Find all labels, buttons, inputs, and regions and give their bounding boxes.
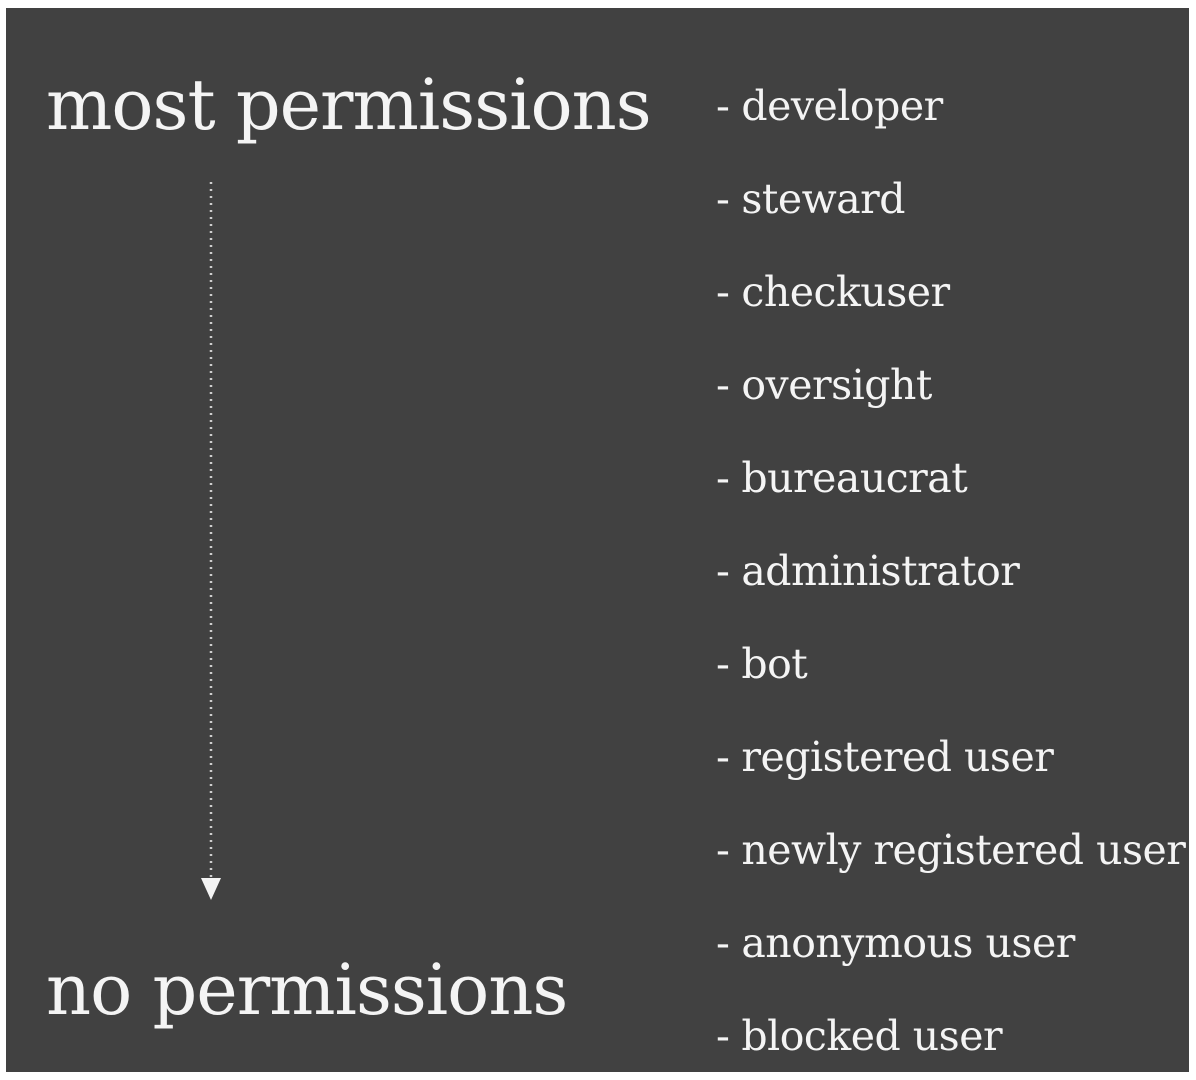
bullet-dash: - xyxy=(716,82,730,130)
arrow-head xyxy=(201,878,221,900)
role-label: newly registered user xyxy=(741,826,1186,874)
no-permissions-label: no permissions xyxy=(46,949,568,1031)
down-arrow-icon xyxy=(201,182,221,900)
bullet-dash: - xyxy=(716,268,730,316)
role-list: - developer - steward - checkuser - oversigh… xyxy=(716,60,1186,1072)
role-label: steward xyxy=(741,175,906,223)
role-item-anonymous-user: - anonymous user xyxy=(716,897,1185,990)
bullet-dash: - xyxy=(716,826,730,874)
role-label: bureaucrat xyxy=(741,454,968,502)
bullet-dash: - xyxy=(716,640,730,688)
role-label: blocked user xyxy=(741,1012,1003,1060)
bullet-dash: - xyxy=(716,175,730,223)
role-item-registered-user: - registered user xyxy=(716,711,1185,804)
role-label: bot xyxy=(741,640,808,688)
role-item-oversight: - oversight xyxy=(716,339,1185,432)
role-label: registered user xyxy=(741,733,1054,781)
bullet-dash: - xyxy=(716,361,730,409)
bullet-dash: - xyxy=(716,547,730,595)
role-item-administrator: - administrator xyxy=(716,525,1185,618)
bullet-dash: - xyxy=(716,733,730,781)
role-label: administrator xyxy=(741,547,1020,595)
bullet-dash: - xyxy=(716,1012,730,1060)
permissions-diagram-panel: most permissions no permissions - develop… xyxy=(6,8,1189,1072)
bullet-dash: - xyxy=(716,919,730,967)
most-permissions-label: most permissions xyxy=(46,64,652,146)
role-item-developer: - developer xyxy=(716,60,1185,153)
bullet-dash: - xyxy=(716,454,730,502)
role-item-checkuser: - checkuser xyxy=(716,246,1185,339)
role-item-steward: - steward xyxy=(716,153,1185,246)
role-item-bot: - bot xyxy=(716,618,1185,711)
role-label: developer xyxy=(741,82,943,130)
role-label: oversight xyxy=(741,361,932,409)
role-item-newly-registered-user: - newly registered user xyxy=(716,804,1186,897)
role-label: checkuser xyxy=(741,268,950,316)
role-label: anonymous user xyxy=(741,919,1075,967)
role-item-bureaucrat: - bureaucrat xyxy=(716,432,1185,525)
role-item-blocked-user: - blocked user xyxy=(716,990,1185,1072)
